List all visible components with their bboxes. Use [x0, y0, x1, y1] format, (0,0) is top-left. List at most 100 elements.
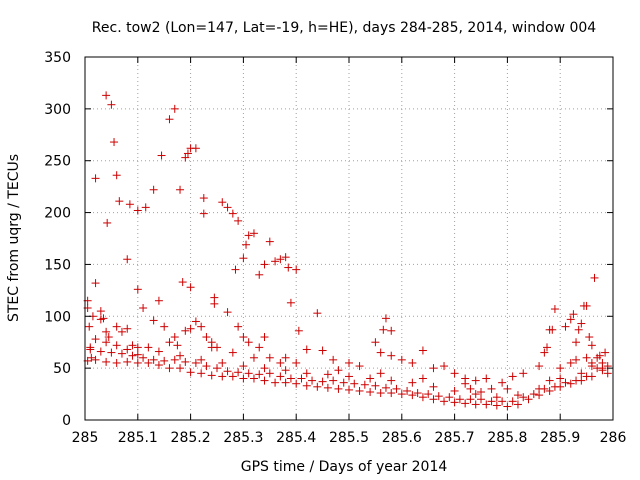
data-point — [91, 174, 100, 183]
data-point — [223, 203, 232, 212]
data-point — [141, 203, 150, 212]
data-point — [566, 315, 575, 324]
data-point — [434, 392, 443, 401]
data-point — [149, 316, 158, 325]
data-point — [260, 260, 269, 269]
data-point — [569, 310, 578, 319]
data-point — [292, 265, 301, 274]
data-point — [255, 270, 264, 279]
data-point — [128, 351, 137, 360]
x-axis-label: GPS time / Days of year 2014 — [241, 459, 448, 475]
data-point — [218, 198, 227, 207]
data-point — [376, 389, 385, 398]
data-point — [244, 369, 253, 378]
data-point — [123, 357, 132, 366]
data-point — [107, 100, 116, 109]
data-point — [260, 364, 269, 373]
data-point — [461, 379, 470, 388]
data-point — [223, 308, 232, 317]
data-point — [117, 349, 126, 358]
data-point — [440, 397, 449, 406]
data-point — [429, 364, 438, 373]
data-point — [471, 390, 480, 399]
data-point — [313, 382, 322, 391]
data-point — [466, 384, 475, 393]
data-point — [249, 353, 258, 362]
data-point — [345, 358, 353, 367]
data-point — [176, 351, 185, 360]
data-point — [387, 376, 396, 385]
data-point — [102, 338, 111, 347]
data-point — [123, 255, 132, 264]
data-point — [284, 263, 293, 272]
data-point — [103, 218, 112, 227]
data-point — [603, 362, 612, 371]
data-point — [598, 364, 607, 373]
data-point — [519, 369, 528, 378]
data-point — [519, 393, 528, 402]
data-point — [149, 355, 158, 364]
data-point — [397, 355, 406, 364]
data-point — [133, 350, 142, 359]
data-point — [281, 353, 290, 362]
axis-ticks: 285 285.1 285.2 285.3 285.4 285.5 285.6 285.7 28… — [44, 50, 626, 446]
data-point — [577, 369, 586, 378]
data-point — [86, 345, 95, 354]
data-point — [466, 395, 475, 404]
data-point — [234, 322, 243, 331]
x-tick-label: 285.3 — [223, 430, 263, 446]
data-point — [376, 369, 385, 378]
data-point — [302, 369, 311, 378]
data-point — [556, 374, 565, 383]
data-point — [590, 273, 599, 282]
data-point — [339, 378, 348, 387]
data-point — [577, 319, 586, 328]
data-point — [302, 345, 311, 354]
data-point — [178, 278, 187, 287]
data-point — [482, 400, 491, 409]
chart-title: Rec. tow2 (Lon=147, Lat=-19, h=HE), days… — [92, 20, 596, 36]
data-point — [556, 364, 565, 373]
y-tick-label: 100 — [44, 309, 71, 325]
data-point — [471, 376, 480, 385]
data-point — [104, 333, 113, 342]
data-point — [165, 338, 174, 347]
data-point — [255, 370, 264, 379]
data-point — [218, 372, 227, 381]
data-point — [170, 333, 179, 342]
data-point — [381, 383, 390, 392]
x-tick-label: 285 — [72, 430, 99, 446]
data-point — [492, 393, 501, 402]
data-point — [207, 371, 216, 380]
data-point — [418, 346, 427, 355]
data-point — [186, 324, 195, 333]
data-point — [529, 390, 538, 399]
data-point — [350, 379, 359, 388]
data-point — [292, 358, 301, 367]
data-point — [543, 343, 551, 352]
data-point — [213, 364, 221, 373]
data-point — [487, 384, 496, 393]
data-point — [102, 357, 111, 366]
data-point — [165, 115, 174, 124]
data-point — [329, 355, 338, 364]
data-point — [202, 362, 211, 371]
data-point — [313, 309, 322, 318]
data-point — [176, 185, 185, 194]
data-point — [85, 322, 94, 331]
data-point — [191, 144, 200, 153]
data-point — [482, 374, 491, 383]
data-point — [260, 376, 269, 385]
data-point — [271, 257, 280, 266]
data-point — [513, 391, 522, 400]
data-point — [154, 296, 163, 305]
data-point — [271, 378, 280, 387]
data-point — [239, 362, 248, 371]
data-point — [207, 343, 216, 352]
data-point — [345, 385, 353, 394]
data-point — [139, 303, 148, 312]
data-point — [550, 305, 559, 314]
data-point — [154, 347, 163, 356]
data-point — [540, 348, 549, 357]
data-point — [471, 400, 480, 409]
